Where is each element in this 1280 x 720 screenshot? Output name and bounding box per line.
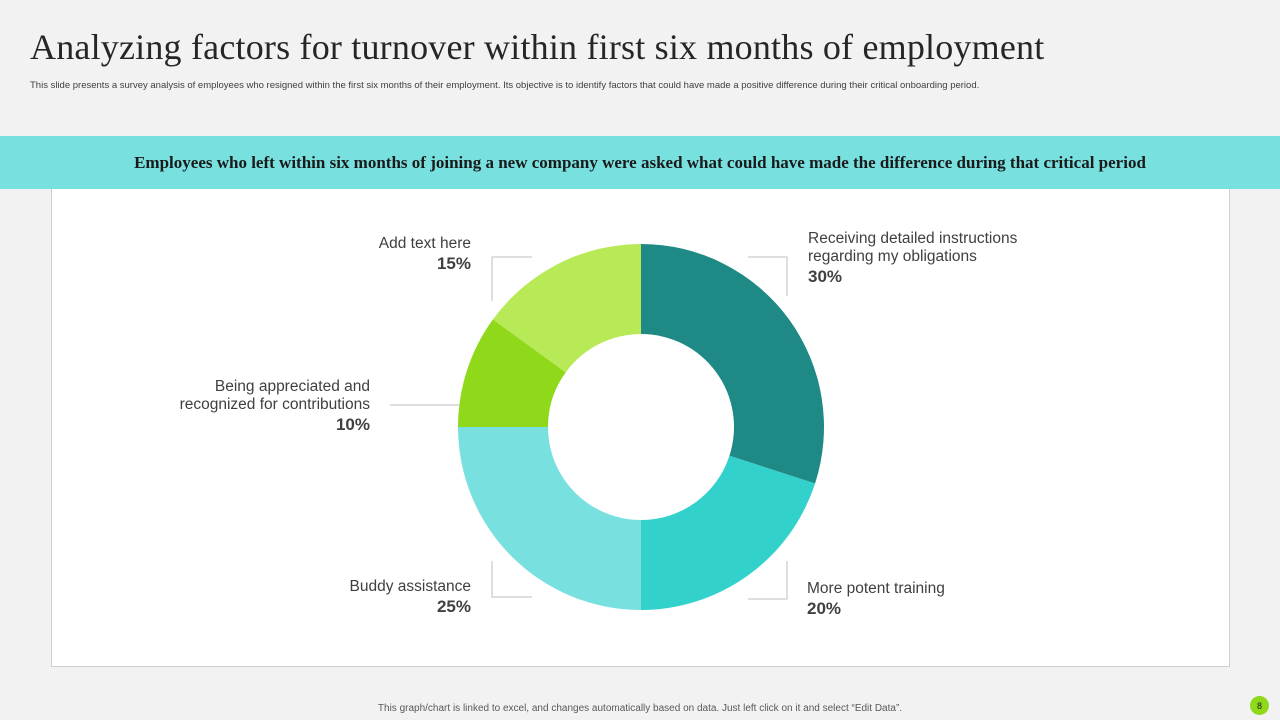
slice-value-label: 10% xyxy=(336,415,370,434)
slice-value-label: 15% xyxy=(437,254,471,273)
donut-slice[interactable] xyxy=(641,244,824,484)
slice-category-label: recognized for contributions xyxy=(180,396,371,413)
page-number-badge: 8 xyxy=(1250,696,1269,715)
slice-value-label: 25% xyxy=(437,597,471,616)
footer-note: This graph/chart is linked to excel, and… xyxy=(377,703,903,714)
leader-line xyxy=(491,561,532,598)
slice-category-label: More potent training xyxy=(807,580,945,597)
chart-panel: Receiving detailed instructions regarding… xyxy=(51,189,1230,667)
slide-subtitle: This slide presents a survey analysis of… xyxy=(30,80,980,91)
slice-category-label: Receiving detailed instructions xyxy=(808,230,1018,247)
donut-slice[interactable] xyxy=(458,319,566,427)
slice-category-label: Add text here xyxy=(379,235,471,252)
leader-line xyxy=(748,256,788,296)
slice-category-label: Buddy assistance xyxy=(350,578,472,595)
donut-chart[interactable]: Receiving detailed instructionsregarding… xyxy=(52,189,1229,666)
slide-title: Analyzing factors for turnover within fi… xyxy=(30,27,1045,67)
slice-category-label: Being appreciated and xyxy=(215,378,370,395)
slice-value-label: 30% xyxy=(808,267,842,286)
banner-text: Employees who left within six months of … xyxy=(134,152,1146,172)
leader-line xyxy=(748,561,788,600)
slice-category-label: regarding my obligations xyxy=(808,248,977,265)
leader-line xyxy=(491,256,532,301)
donut-slice[interactable] xyxy=(492,244,641,373)
donut-slice[interactable] xyxy=(641,455,816,610)
question-banner: Employees who left within six months of … xyxy=(0,136,1280,189)
donut-slice[interactable] xyxy=(458,427,641,610)
slice-value-label: 20% xyxy=(807,599,841,618)
